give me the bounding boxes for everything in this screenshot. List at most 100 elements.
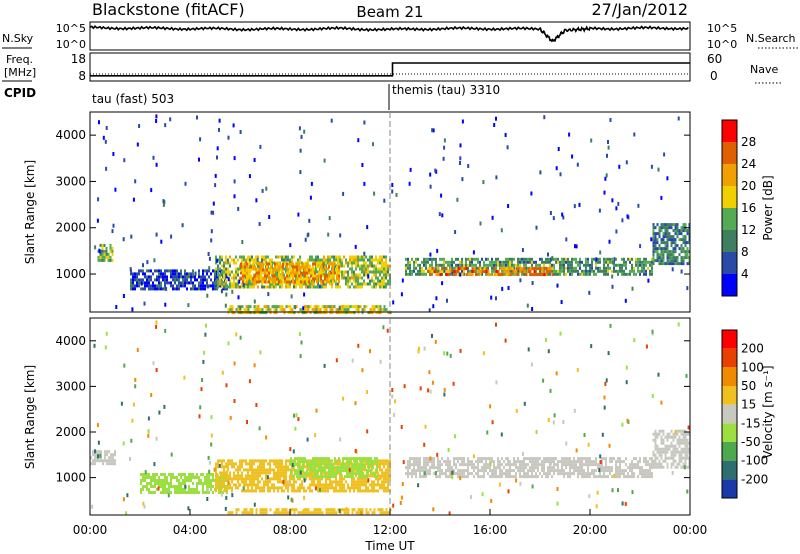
- heatmap-cell: [285, 480, 287, 484]
- heatmap-cell: [359, 305, 362, 309]
- scatter-cell: [354, 448, 357, 453]
- heatmap-cell: [330, 469, 332, 473]
- heatmap-cell: [160, 281, 162, 285]
- heatmap-cell: [666, 253, 669, 257]
- heatmap-cell: [441, 463, 443, 467]
- heatmap-cell: [140, 479, 142, 482]
- heatmap-cell: [156, 284, 158, 288]
- heatmap-cell: [357, 276, 359, 280]
- scatter-cell: [598, 208, 601, 213]
- heatmap-cell: [269, 282, 271, 286]
- heatmap-cell: [229, 305, 232, 309]
- heatmap-cell: [682, 223, 685, 227]
- heatmap-cell: [252, 265, 254, 269]
- heatmap-cell: [639, 472, 641, 476]
- heatmap-cell: [682, 462, 685, 466]
- y-tick-label: 3000: [55, 379, 86, 393]
- heatmap-cell: [296, 475, 298, 479]
- scatter-cell: [454, 230, 457, 234]
- heatmap-cell: [325, 261, 327, 265]
- heatmap-cell: [200, 284, 202, 288]
- heatmap-cell: [666, 244, 669, 248]
- heatmap-cell: [680, 453, 683, 457]
- heatmap-cell: [535, 273, 538, 277]
- heatmap-cell: [309, 511, 312, 515]
- heatmap-cell: [597, 257, 599, 261]
- heatmap-cell: [425, 466, 427, 470]
- heatmap-cell: [351, 477, 353, 481]
- heatmap-cell: [615, 469, 617, 473]
- heatmap-cell: [261, 308, 264, 312]
- heatmap-cell: [639, 466, 641, 470]
- scatter-cell: [246, 420, 248, 424]
- scatter-cell: [210, 415, 213, 420]
- heatmap-cell: [601, 466, 603, 470]
- heatmap-cell: [497, 263, 499, 267]
- scatter-cell: [562, 215, 565, 220]
- heatmap-cell: [375, 267, 377, 271]
- heatmap-cell: [631, 257, 633, 261]
- heatmap-cell: [383, 305, 386, 309]
- heatmap-cell: [383, 264, 385, 268]
- heatmap-cell: [633, 475, 635, 479]
- heatmap-cell: [308, 268, 310, 272]
- heatmap-cell: [304, 460, 306, 464]
- heatmap-cell: [347, 308, 350, 312]
- heatmap-cell: [289, 480, 291, 484]
- heatmap-cell: [449, 475, 451, 479]
- heatmap-cell: [274, 262, 276, 266]
- heatmap-cell: [447, 469, 449, 473]
- heatmap-cell: [517, 460, 519, 464]
- heatmap-cell: [449, 463, 451, 467]
- heatmap-cell: [357, 483, 359, 487]
- scatter-cell: [432, 507, 435, 512]
- heatmap-cell: [319, 261, 321, 265]
- heatmap-cell: [387, 459, 389, 463]
- scatter-cell: [556, 501, 559, 506]
- heatmap-cell: [682, 226, 685, 230]
- heatmap-cell: [369, 308, 372, 312]
- heatmap-cell: [365, 483, 367, 487]
- heatmap-cell: [389, 468, 391, 472]
- heatmap-cell: [178, 287, 180, 291]
- heatmap-cell: [243, 468, 245, 472]
- heatmap-cell: [286, 271, 288, 275]
- heatmap-cell: [112, 462, 114, 466]
- heatmap-cell: [672, 229, 675, 233]
- heatmap-cell: [310, 463, 312, 467]
- heatmap-cell: [304, 457, 306, 461]
- heatmap-cell: [184, 275, 186, 279]
- heatmap-cell: [166, 476, 168, 479]
- heatmap-cell: [375, 276, 377, 280]
- scatter-cell: [613, 473, 616, 478]
- heatmap-cell: [196, 482, 198, 485]
- heatmap-cell: [674, 262, 677, 266]
- heatmap-cell: [223, 483, 225, 487]
- heatmap-cell: [652, 462, 655, 466]
- scatter-cell: [535, 430, 538, 434]
- heatmap-cell: [339, 258, 341, 262]
- heatmap-cell: [164, 278, 166, 282]
- heatmap-cell: [162, 488, 164, 491]
- heatmap-cell: [225, 270, 227, 274]
- scatter-cell: [539, 170, 542, 175]
- scatter-cell: [218, 127, 220, 132]
- heatmap-cell: [253, 471, 255, 475]
- heatmap-cell: [680, 259, 683, 263]
- heatmap-cell: [369, 279, 371, 283]
- heatmap-cell: [229, 285, 231, 289]
- heatmap-cell: [237, 508, 240, 512]
- freq-panel-frame: [89, 52, 691, 82]
- power-ylabel: Slant Range [km]: [23, 160, 37, 264]
- heatmap-cell: [144, 275, 146, 279]
- scatter-cell: [611, 284, 614, 289]
- heatmap-cell: [336, 469, 338, 473]
- heatmap-cell: [221, 264, 223, 268]
- heatmap-cell: [102, 462, 104, 466]
- heatmap-cell: [407, 263, 409, 267]
- heatmap-cell: [168, 473, 170, 476]
- velocity-ylabel: Slant Range [km]: [23, 365, 37, 469]
- heatmap-cell: [243, 311, 246, 315]
- heatmap-cell: [461, 475, 463, 479]
- heatmap-cell: [419, 272, 421, 276]
